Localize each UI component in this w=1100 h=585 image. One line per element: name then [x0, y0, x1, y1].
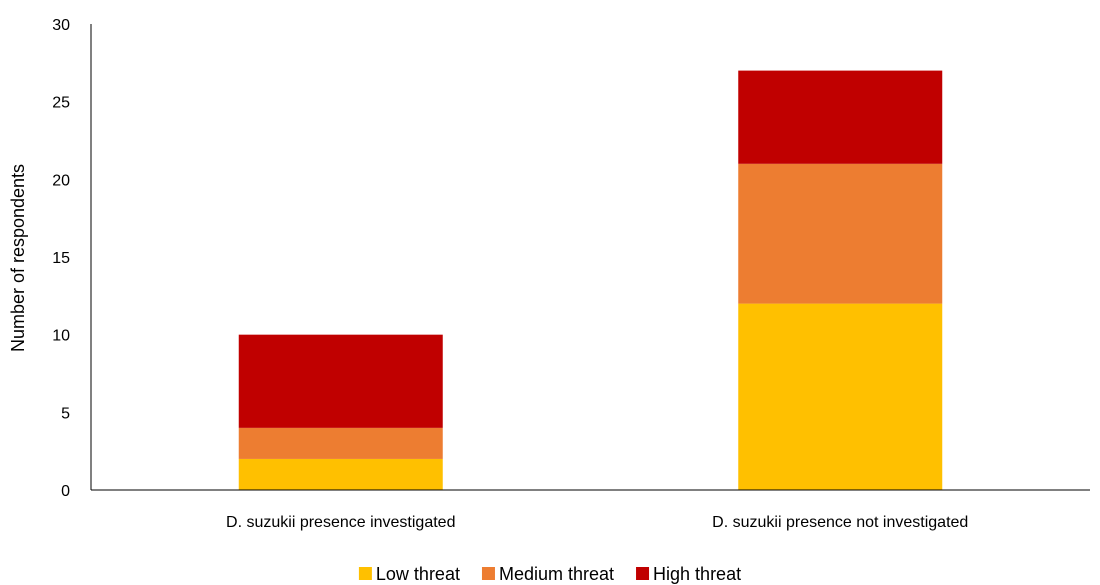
x-category-label: D. suzukii presence not investigated: [712, 514, 968, 531]
bar-segment-low-threat: [238, 458, 443, 490]
y-tick-label: 10: [52, 328, 70, 345]
bar-segment-medium-threat: [238, 427, 443, 459]
y-tick-label: 25: [52, 95, 70, 112]
legend-swatch: [481, 567, 495, 580]
legend-label: Medium threat: [499, 564, 614, 584]
y-tick-label: 5: [61, 405, 70, 422]
legend-item: Medium threat: [481, 564, 614, 584]
legend-item: Low threat: [358, 564, 460, 584]
legend-swatch: [358, 567, 372, 580]
legend-label: High threat: [653, 564, 741, 584]
bar-segment-medium-threat: [738, 163, 943, 304]
legend-label: Low threat: [376, 564, 460, 584]
y-tick-label: 30: [52, 17, 70, 34]
y-tick-label: 20: [52, 172, 70, 189]
x-category-label: D. suzukii presence investigated: [226, 514, 455, 531]
legend: Low threat Medium threat High threat: [358, 564, 741, 584]
bars-group: [238, 70, 943, 490]
legend-item: High threat: [636, 564, 741, 584]
y-axis-title: Number of respondents: [8, 164, 28, 352]
y-tick-label: 0: [61, 483, 70, 500]
y-tick-labels: 0 5 10 15 20 25 30: [52, 17, 70, 500]
bar-segment-low-threat: [738, 303, 943, 490]
bar-segment-high-threat: [738, 70, 943, 164]
x-category-labels: D. suzukii presence investigated D. suzuk…: [226, 514, 968, 531]
legend-swatch: [636, 567, 650, 580]
y-tick-label: 15: [52, 250, 70, 267]
bar-segment-high-threat: [238, 334, 443, 428]
